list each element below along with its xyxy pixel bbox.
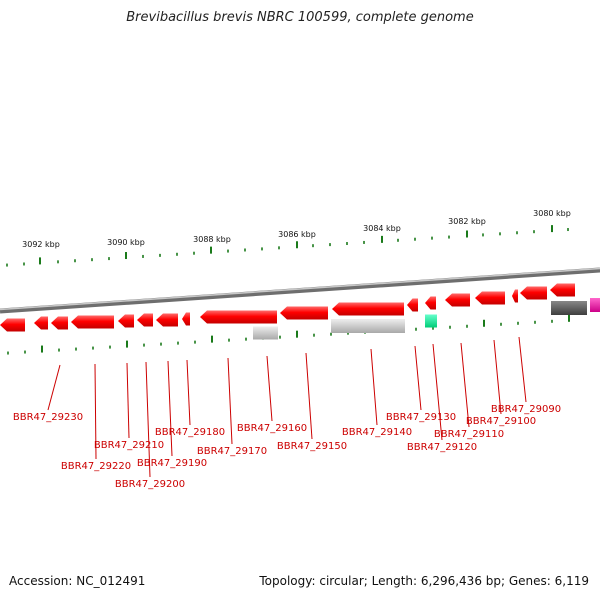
feature-block[interactable]	[331, 319, 405, 333]
gene-labels: BBR47_29230 BBR47_29220 BBR47_29210 BBR47_2…	[13, 404, 561, 490]
gene-label[interactable]: BBR47_29210	[94, 440, 164, 451]
label-leader-line	[186, 359, 191, 426]
gene-label[interactable]: BBR47_29180	[155, 427, 225, 438]
gene-track	[0, 283, 600, 340]
gene-label[interactable]: BBR47_29200	[115, 479, 185, 490]
gene-label[interactable]: BBR47_29140	[342, 427, 412, 438]
label-leader-line	[227, 357, 233, 445]
gene-arrow[interactable]	[520, 286, 547, 300]
scale-label: 3086 kbp	[278, 230, 316, 239]
genome-backbone	[0, 267, 600, 314]
gene-arrow[interactable]	[156, 313, 178, 327]
feature-block[interactable]	[425, 314, 437, 328]
gene-arrow[interactable]	[118, 314, 134, 328]
genome-title: Brevibacillus brevis NBRC 100599, comple…	[126, 10, 474, 25]
label-leader-line	[414, 345, 422, 411]
genome-summary-text: Topology: circular; Length: 6,296,436 bp…	[259, 574, 589, 588]
gene-arrow[interactable]	[137, 313, 153, 327]
scale-label: 3084 kbp	[363, 224, 401, 233]
label-leader-line	[493, 339, 502, 415]
gene-arrow[interactable]	[407, 298, 418, 312]
gene-arrow[interactable]	[200, 310, 277, 324]
label-leader-line	[167, 360, 173, 457]
feature-block[interactable]	[551, 301, 587, 315]
gene-label[interactable]: BBR47_29110	[434, 429, 504, 440]
gene-arrow[interactable]	[51, 316, 68, 330]
outer-scale-ticks	[6, 225, 569, 267]
gene-arrow[interactable]	[280, 306, 328, 320]
scale-label: 3092 kbp	[22, 240, 60, 249]
feature-block[interactable]	[253, 326, 278, 340]
gene-label[interactable]: BBR47_29170	[197, 446, 267, 457]
label-leader-line	[266, 355, 273, 422]
label-leader-line	[518, 336, 527, 403]
gene-label-leaders	[47, 336, 527, 478]
gene-arrow[interactable]	[34, 316, 48, 330]
label-leader-line	[432, 343, 443, 441]
gene-arrow[interactable]	[182, 312, 190, 326]
label-leader-line	[460, 342, 470, 428]
gene-label[interactable]: BBR47_29150	[277, 441, 347, 452]
gene-label[interactable]: BBR47_29120	[407, 442, 477, 453]
label-leader-line	[126, 362, 130, 439]
gene-arrow[interactable]	[550, 283, 575, 297]
gene-label[interactable]: BBR47_29220	[61, 461, 131, 472]
gene-label[interactable]: BBR47_29190	[137, 458, 207, 469]
label-leader-line	[94, 363, 97, 460]
gene-arrow[interactable]	[445, 293, 470, 307]
genome-backbone-highlight	[0, 267, 600, 311]
gene-arrow[interactable]	[332, 302, 404, 316]
gene-arrow[interactable]	[512, 289, 518, 303]
label-leader-line	[47, 364, 61, 411]
gene-arrow[interactable]	[71, 315, 114, 329]
gene-label[interactable]: BBR47_29230	[13, 412, 83, 423]
gene-arrow[interactable]	[475, 291, 505, 305]
gene-label[interactable]: BBR47_29090	[491, 404, 561, 415]
gene-arrow[interactable]	[425, 296, 436, 310]
feature-block[interactable]	[590, 298, 600, 312]
accession-text: Accession: NC_012491	[9, 574, 146, 588]
gene-arrow[interactable]	[0, 318, 25, 332]
gene-label[interactable]: BBR47_29160	[237, 423, 307, 434]
label-leader-line	[370, 348, 378, 426]
gene-label[interactable]: BBR47_29130	[386, 412, 456, 423]
label-leader-line	[145, 361, 151, 478]
scale-label: 3080 kbp	[533, 209, 571, 218]
label-leader-line	[305, 352, 313, 440]
inner-scale-ticks	[7, 314, 570, 355]
gene-label[interactable]: BBR47_29100	[466, 416, 536, 427]
scale-label: 3082 kbp	[448, 217, 486, 226]
scale-label: 3088 kbp	[193, 235, 231, 244]
scale-labels: 3092 kbp 3090 kbp 3088 kbp 3086 kbp 3084 kbp…	[22, 209, 571, 249]
scale-label: 3090 kbp	[107, 238, 145, 247]
